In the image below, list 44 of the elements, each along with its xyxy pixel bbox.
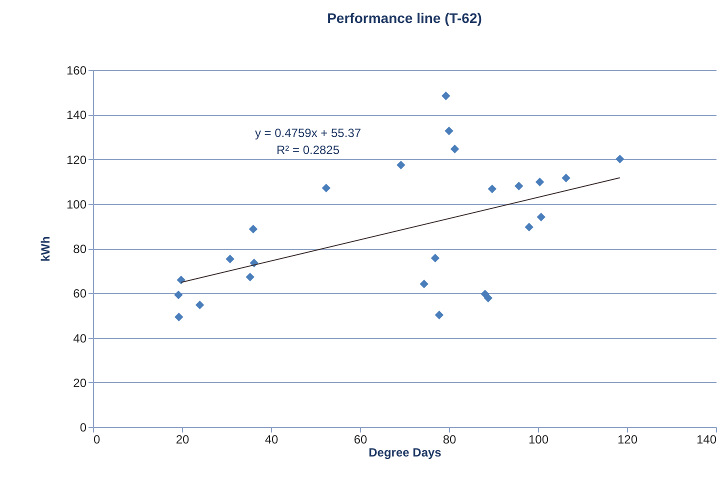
point xyxy=(174,290,183,300)
annotation: y = 0.4759x + 55.37 xyxy=(254,126,362,140)
chart-title: Performance line (T-62) xyxy=(327,10,482,26)
y-tick-label: 140 xyxy=(66,108,87,122)
y-tick-label: 40 xyxy=(73,331,87,346)
point xyxy=(524,222,534,232)
point xyxy=(195,300,204,310)
x-axis-title: Degree Days xyxy=(368,446,442,460)
y-tick-label: 120 xyxy=(66,152,87,167)
point xyxy=(616,154,624,164)
x-tick-label: 80 xyxy=(442,432,456,446)
y-tick-label: 60 xyxy=(73,286,87,301)
point xyxy=(434,310,444,320)
x-tick-label: 60 xyxy=(354,432,368,446)
point xyxy=(444,126,454,136)
point xyxy=(322,184,331,192)
point xyxy=(536,212,546,222)
x-tick-label: 0 xyxy=(94,432,100,446)
point xyxy=(246,272,254,282)
x-tick-label: 20 xyxy=(176,432,190,446)
x-tick-label: 100 xyxy=(528,432,549,446)
point xyxy=(484,294,492,302)
point xyxy=(488,184,496,194)
y-tick-label: 160 xyxy=(66,64,87,78)
point xyxy=(226,254,234,264)
x-tick-label: 120 xyxy=(617,432,638,446)
y-tick-label: 80 xyxy=(73,242,87,256)
y-tick-label: 20 xyxy=(73,376,87,390)
point xyxy=(430,254,440,262)
x-tick-label: 40 xyxy=(264,432,278,446)
y-tick-label: 0 xyxy=(80,420,87,434)
point xyxy=(562,174,570,182)
point xyxy=(450,144,460,154)
point xyxy=(174,312,184,322)
point xyxy=(514,182,524,190)
annotation: R² = 0.2825 xyxy=(276,143,340,157)
y-tick-label: 100 xyxy=(66,197,87,212)
point xyxy=(396,160,406,170)
point xyxy=(535,178,544,186)
point xyxy=(248,224,258,234)
y-axis-title: kWh xyxy=(38,236,52,262)
point xyxy=(442,92,450,100)
point xyxy=(420,280,428,288)
x-tick-label: 140 xyxy=(696,432,717,446)
